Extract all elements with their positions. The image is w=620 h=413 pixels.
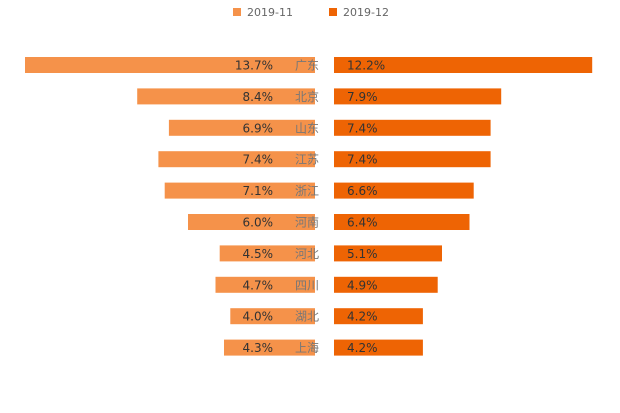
- legend-label-2019-12: 2019-12: [343, 6, 389, 19]
- bar-2019-11-0[interactable]: [25, 57, 315, 73]
- bar-label-2019-12-7: 4.9%: [347, 278, 378, 292]
- category-label-4: 浙江: [295, 184, 319, 198]
- bar-label-2019-12-1: 7.9%: [347, 90, 378, 104]
- bar-label-2019-12-4: 6.6%: [347, 184, 378, 198]
- bar-2019-11-4[interactable]: [164, 182, 315, 199]
- bar-label-2019-11-8: 4.0%: [243, 310, 274, 324]
- bar-2019-11-5[interactable]: [188, 214, 315, 230]
- bar-label-2019-11-4: 7.1%: [243, 184, 274, 198]
- legend-label-2019-11: 2019-11: [247, 6, 293, 19]
- bar-2019-11-9[interactable]: [224, 339, 315, 356]
- bar-label-2019-11-5: 6.0%: [243, 216, 274, 230]
- bar-2019-11-3[interactable]: [158, 151, 315, 168]
- bar-2019-12-2[interactable]: [334, 119, 491, 136]
- bar-2019-12-6[interactable]: [334, 245, 442, 262]
- bar-label-2019-12-9: 4.2%: [347, 341, 378, 355]
- legend-swatch-2019-11-icon: [233, 8, 241, 16]
- bar-2019-12-5[interactable]: [334, 214, 470, 230]
- bar-label-2019-11-0: 13.7%: [235, 59, 273, 73]
- category-label-5: 河南: [295, 215, 319, 230]
- bar-2019-12-1[interactable]: [334, 88, 502, 105]
- bar-2019-12-7[interactable]: [334, 276, 438, 293]
- bar-2019-12-9[interactable]: [334, 339, 423, 356]
- category-label-6: 河北: [295, 247, 319, 261]
- legend-item-2019-12[interactable]: 2019-12: [329, 5, 389, 21]
- bar-label-2019-12-3: 7.4%: [347, 153, 378, 167]
- bar-label-2019-11-2: 6.9%: [243, 121, 274, 135]
- bar-label-2019-11-9: 4.3%: [243, 341, 274, 355]
- bar-2019-12-8[interactable]: [334, 308, 423, 325]
- category-label-0: 广东: [295, 59, 319, 73]
- category-label-8: 湖北: [295, 309, 319, 324]
- bar-2019-12-3[interactable]: [334, 151, 491, 168]
- bar-label-2019-11-7: 4.7%: [243, 278, 274, 292]
- bar-2019-12-0[interactable]: [334, 57, 593, 73]
- chart-legend: 2019-11 2019-12: [0, 5, 620, 21]
- bar-label-2019-11-1: 8.4%: [243, 90, 274, 104]
- bar-2019-12-4[interactable]: [334, 182, 474, 199]
- category-label-9: 上海: [295, 340, 319, 355]
- bar-2019-11-7[interactable]: [215, 276, 316, 293]
- bar-label-2019-12-6: 5.1%: [347, 247, 378, 261]
- bar-label-2019-12-5: 6.4%: [347, 216, 378, 230]
- bar-2019-11-8[interactable]: [230, 308, 315, 325]
- category-label-3: 江苏: [295, 153, 319, 167]
- bar-2019-11-1[interactable]: [137, 88, 315, 105]
- bar-label-2019-12-8: 4.2%: [347, 310, 378, 324]
- category-label-2: 山东: [295, 121, 319, 135]
- legend-swatch-2019-12-icon: [329, 8, 337, 16]
- legend-item-2019-11[interactable]: 2019-11: [233, 5, 293, 21]
- bar-2019-11-2[interactable]: [168, 119, 315, 136]
- bar-label-2019-11-3: 7.4%: [243, 153, 274, 167]
- bar-label-2019-12-2: 7.4%: [347, 121, 378, 135]
- bar-2019-11-6[interactable]: [219, 245, 315, 262]
- bar-label-2019-12-0: 12.2%: [347, 59, 385, 73]
- bar-label-2019-11-6: 4.5%: [243, 247, 274, 261]
- category-label-1: 北京: [295, 90, 319, 104]
- category-label-7: 四川: [295, 278, 319, 292]
